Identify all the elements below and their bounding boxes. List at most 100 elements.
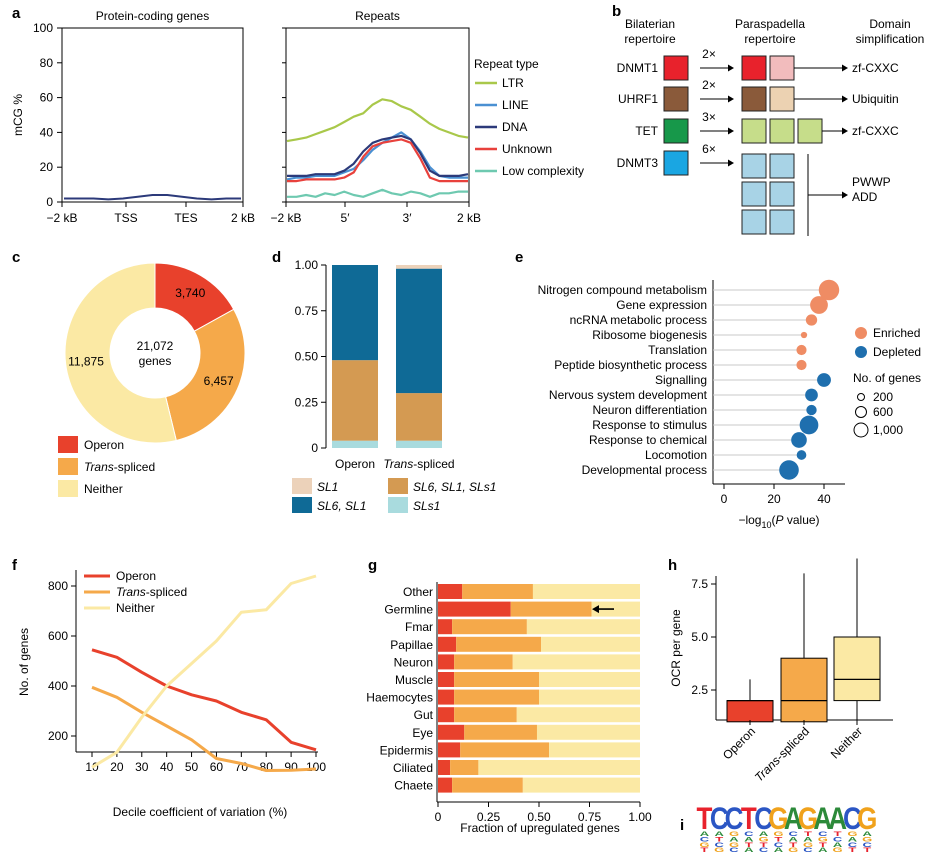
logo-letter-minor: G — [759, 837, 769, 844]
arrow-head — [728, 95, 734, 103]
y-tick-label: 800 — [48, 579, 68, 593]
category-label: Developmental process — [582, 463, 707, 477]
paralog-box — [741, 118, 767, 144]
legend-swatch — [388, 478, 408, 494]
arrow-head — [842, 95, 848, 103]
legend-swatch — [388, 497, 408, 513]
domain-label: ADD — [852, 190, 878, 204]
panel-label-i: i — [680, 817, 684, 834]
y-axis-label: OCR per gene — [669, 609, 683, 687]
bar-segment — [454, 654, 513, 670]
category-label: Muscle — [395, 673, 433, 687]
x-tick-label: 20 — [110, 760, 124, 774]
series-line-ltr — [286, 98, 469, 143]
y-axis-label: No. of genes — [17, 628, 31, 696]
x-tick-label: 2 kB — [457, 211, 481, 225]
box — [833, 636, 881, 702]
annotation-arrow-head — [592, 605, 599, 614]
bar-segment — [532, 584, 640, 599]
center-label: genes — [139, 354, 172, 368]
logo-letter: G — [768, 802, 788, 837]
logo-letter-minor: A — [803, 837, 813, 844]
bar-segment — [396, 265, 442, 269]
logo-letter: G — [857, 802, 877, 837]
logo-letter-minor: A — [863, 831, 873, 838]
bar-segment — [438, 619, 453, 635]
category-label: Peptide biosynthetic process — [554, 358, 707, 372]
logo-letter: A — [828, 802, 847, 837]
legend-swatch — [292, 497, 312, 513]
panel-label-h: h — [668, 557, 677, 574]
bar-segment — [460, 742, 550, 758]
logo-letter-minor: G — [803, 842, 813, 849]
bar-segment — [438, 777, 453, 793]
legend-swatch — [855, 346, 867, 358]
paralog-box — [741, 153, 767, 179]
category-label: Neuron — [394, 655, 433, 669]
column-header: simplification — [856, 32, 925, 46]
bar-segment — [454, 689, 539, 705]
category-label: Other — [403, 585, 433, 599]
series-line-low-complexity — [287, 188, 468, 198]
legend-label: SL6, SL1, SLs1 — [413, 480, 496, 494]
y-tick-label: 60 — [40, 91, 54, 105]
paralog-box — [741, 209, 767, 235]
category-label: Ciliated — [393, 761, 433, 775]
y-tick-label: 0 — [311, 441, 318, 455]
x-tick-label: 2 kB — [231, 211, 255, 225]
category-label: Response to stimulus — [592, 418, 707, 432]
slice-label: 6,457 — [204, 374, 234, 388]
bar-segment — [438, 724, 465, 740]
bar-segment — [396, 268, 442, 394]
bar-segment — [510, 601, 592, 617]
x-tick-label: Neither — [828, 724, 865, 761]
x-tick-label: 20 — [767, 492, 781, 506]
chart-title: Protein-coding genes — [96, 9, 209, 23]
logo-letter-minor: A — [833, 842, 843, 849]
logo-letter-minor: G — [818, 837, 828, 844]
bar-segment — [541, 636, 640, 652]
x-tick-label: 60 — [210, 760, 224, 774]
x-tick-label: 40 — [817, 492, 831, 506]
x-tick-label: 90 — [284, 760, 298, 774]
logo-letter: T — [696, 802, 712, 837]
y-tick-label: 1.00 — [295, 258, 319, 272]
logo-letter-minor: G — [729, 842, 739, 849]
data-point — [779, 460, 799, 480]
gene-box-tet — [663, 118, 689, 144]
legend-label: SLs1 — [413, 499, 440, 513]
x-axis-label: −log10(P value) — [738, 513, 819, 530]
category-label: Locomotion — [645, 448, 707, 462]
bar-segment — [332, 265, 378, 361]
y-tick-label: 0.25 — [295, 395, 319, 409]
logo-letter-minor: G — [847, 831, 857, 838]
legend-label: Low complexity — [502, 164, 584, 178]
logo-letter: G — [798, 802, 818, 837]
legend-label: SL6, SL1 — [317, 499, 366, 513]
data-point — [818, 279, 840, 301]
category-label: Chaete — [394, 779, 433, 793]
category-label: Translation — [648, 343, 707, 357]
x-tick-label: 30 — [135, 760, 149, 774]
data-point — [796, 450, 807, 460]
gene-label: UHRF1 — [618, 92, 658, 106]
data-point — [796, 359, 807, 371]
gene-box-dnmt1 — [663, 55, 689, 81]
y-axis-label: mCG % — [11, 94, 25, 136]
legend-swatch — [292, 478, 312, 494]
bar-segment — [464, 724, 537, 740]
legend-label: 1,000 — [873, 423, 903, 437]
logo-letter-minor: C — [803, 847, 813, 854]
gene-box-uhrf1 — [663, 86, 689, 112]
bar-segment — [332, 440, 378, 448]
x-tick-label: 0 — [435, 810, 442, 824]
x-tick-label: Trans-spliced — [383, 457, 454, 471]
multiplier-label: 6× — [702, 142, 716, 156]
multiplier-label: 2× — [702, 78, 716, 92]
panel-label-f: f — [12, 557, 18, 574]
paralog-box — [741, 86, 767, 112]
panel-label-d: d — [272, 249, 281, 266]
logo-letter-minor: T — [848, 847, 857, 854]
category-label: Signalling — [655, 373, 707, 387]
